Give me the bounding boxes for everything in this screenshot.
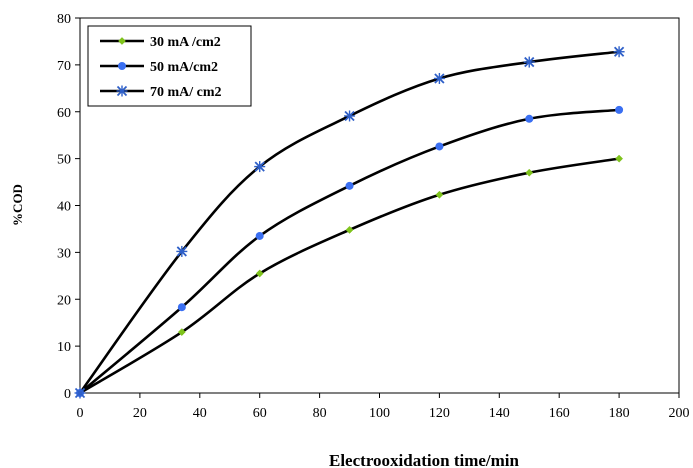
y-axis-title: %COD (10, 184, 25, 226)
data-point-s2 (345, 181, 354, 190)
data-point-s2 (435, 142, 444, 151)
legend-label: 70 mA/ cm2 (150, 85, 222, 100)
x-tick-label: 80 (313, 406, 327, 421)
data-point-s3 (344, 110, 356, 122)
legend-item-1: 30 mA /cm2 (100, 35, 221, 50)
data-point-s3 (433, 72, 445, 84)
y-tick-label: 0 (64, 387, 71, 402)
x-tick-label: 0 (77, 406, 84, 421)
legend-marker (118, 62, 126, 70)
data-point-s3 (613, 46, 625, 58)
legend-item-3: 70 mA/ cm2 (100, 85, 222, 100)
data-point-s3 (74, 387, 86, 399)
legend-item-2: 50 mA/cm2 (100, 60, 218, 75)
data-point-s2 (177, 303, 186, 312)
x-tick-label: 20 (133, 406, 147, 421)
data-point-s1 (525, 168, 534, 177)
data-point-s1 (255, 269, 264, 278)
x-tick-label: 200 (669, 406, 690, 421)
y-tick-label: 30 (57, 246, 71, 261)
y-tick-label: 40 (57, 200, 71, 215)
data-point-s1 (177, 328, 186, 337)
data-point-s3 (176, 245, 188, 257)
y-tick-label: 10 (57, 340, 71, 355)
y-tick-label: 60 (57, 106, 71, 121)
legend-label: 50 mA/cm2 (150, 60, 218, 75)
x-tick-label: 180 (609, 406, 630, 421)
data-point-s2 (615, 105, 624, 114)
data-point-s1 (345, 225, 354, 234)
y-tick-label: 20 (57, 293, 71, 308)
y-tick-labels: 0 10 20 30 40 50 60 70 80 (57, 12, 71, 402)
x-axis-title: Electrooxidation time/min (329, 451, 520, 468)
x-tick-labels: 0 20 40 60 80 100 120 140 160 180 200 (77, 406, 690, 421)
x-tick-label: 160 (549, 406, 570, 421)
y-tick-label: 80 (57, 12, 71, 27)
y-tick-label: 70 (57, 59, 71, 74)
legend-marker (118, 37, 126, 45)
series-line-2 (79, 108, 620, 394)
legend-marker (116, 85, 128, 97)
y-tick-label: 50 (57, 153, 71, 168)
legend: 30 mA /cm2 50 mA/cm2 70 mA/ cm2 (87, 25, 252, 107)
x-tick-label: 40 (193, 406, 207, 421)
data-point-s2 (525, 114, 534, 123)
legend-label: 30 mA /cm2 (150, 35, 221, 50)
x-tick-label: 60 (253, 406, 267, 421)
data-point-s1 (435, 190, 444, 199)
data-point-s1 (615, 154, 624, 163)
series-markers (74, 46, 625, 399)
data-point-s3 (254, 161, 266, 173)
data-point-s3 (523, 56, 535, 68)
x-tick-label: 100 (369, 406, 390, 421)
x-tick-label: 120 (429, 406, 450, 421)
data-point-s2 (255, 231, 264, 240)
series-line-1 (79, 157, 620, 395)
x-tick-label: 140 (489, 406, 510, 421)
